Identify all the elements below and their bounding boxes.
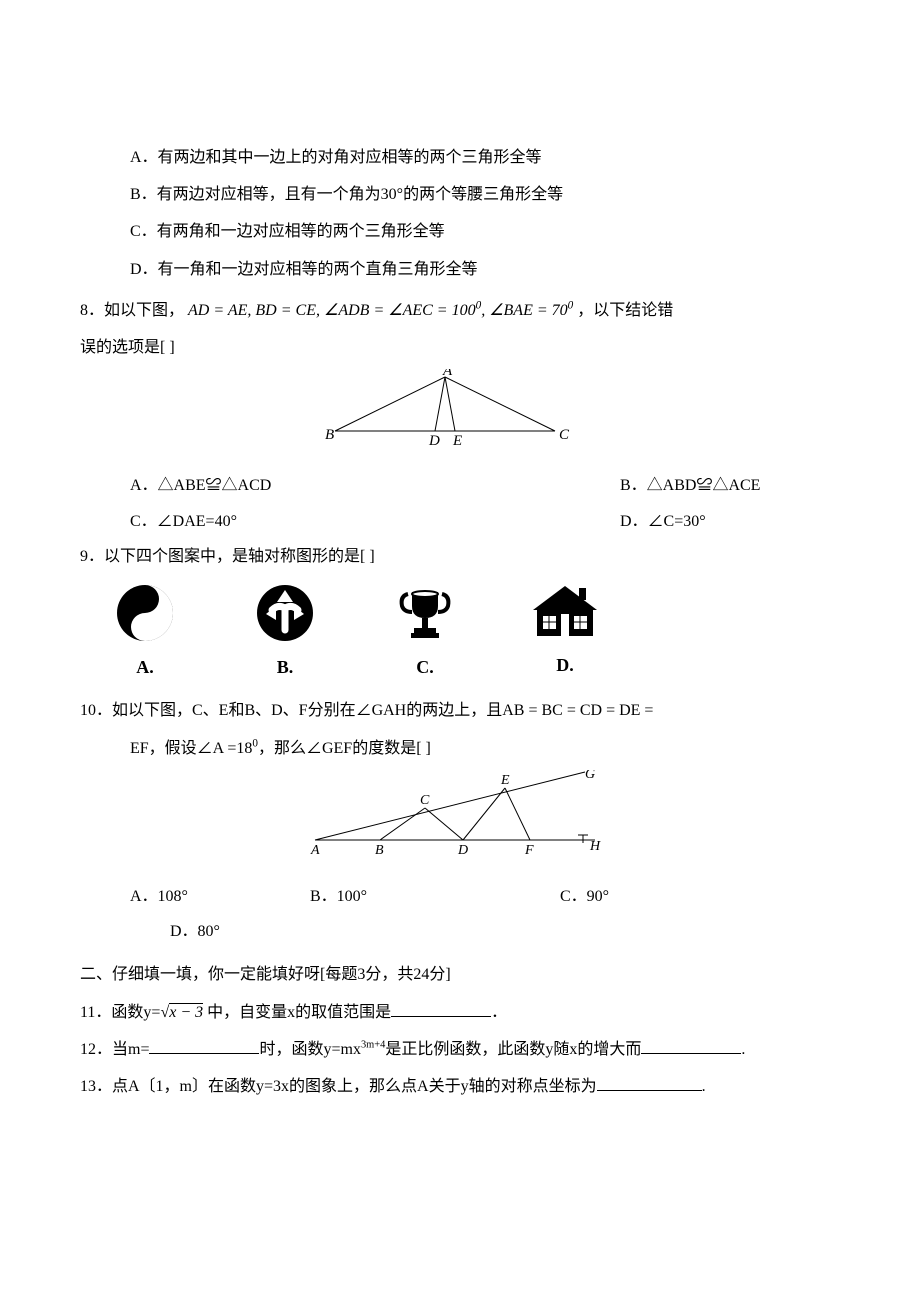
q8-cond: AD = AE, BD = CE, ∠ADB = ∠AEC = 1000, ∠B… — [188, 302, 577, 319]
t: ∠ — [388, 302, 402, 319]
t: , — [481, 302, 489, 319]
q8: 8．如以下图， AD = AE, BD = CE, ∠ADB = ∠AEC = … — [80, 293, 840, 539]
q9-stem: 9．以下四个图案中，是轴对称图形的是[ ] — [80, 539, 840, 574]
t: , — [316, 302, 324, 319]
t: = — [369, 302, 388, 319]
t: ∠ — [324, 302, 338, 319]
q8-figure: A B C D E — [80, 369, 840, 464]
lblB: B — [325, 427, 334, 443]
yinyang-icon — [114, 582, 176, 644]
q10: 10．如以下图，C、E和B、D、F分别在∠GAH的两边上，且AB = BC = … — [80, 693, 840, 949]
q8-optC: C．∠DAE=40° — [130, 504, 620, 539]
lH: H — [589, 839, 601, 854]
q10-figure: A B C D E F G H — [80, 770, 840, 875]
t: = — [433, 302, 452, 319]
lG: G — [585, 770, 595, 782]
arrows-icon — [254, 582, 316, 644]
q8-pre: 8．如以下图， — [80, 302, 184, 319]
lC: C — [420, 793, 430, 808]
q11-post: 中，自变量x的取值范围是 — [203, 1004, 391, 1021]
lA: A — [310, 843, 320, 858]
q12-blank1 — [149, 1038, 259, 1054]
q13-blank — [597, 1075, 702, 1091]
q10-optC: C．90° — [560, 879, 840, 914]
q9-options: A. B. C. — [80, 582, 840, 688]
q9-B: B. — [240, 582, 330, 688]
q8-stem-line1: 8．如以下图， AD = AE, BD = CE, ∠ADB = ∠AEC = … — [80, 293, 840, 328]
q8-optB: B．△ABD≌△ACE — [620, 468, 840, 503]
deg: 0 — [568, 299, 574, 311]
q10-stem-line1: 10．如以下图，C、E和B、D、F分别在∠GAH的两边上，且AB = BC = … — [80, 693, 840, 728]
q8-stem-line2: 误的选项是[ ] — [80, 330, 840, 365]
q9-C: C. — [380, 582, 470, 688]
q9-C-label: C. — [380, 648, 470, 688]
lF: F — [524, 843, 534, 858]
lE: E — [500, 773, 510, 788]
q11-pre: 11．函数y= — [80, 1004, 160, 1021]
q9-D: D. — [520, 582, 610, 688]
q11-blank — [391, 1001, 491, 1017]
q11: 11．函数y=√x − 3 中，自变量x的取值范围是 ． — [80, 995, 840, 1030]
t: ，那么∠GEF的度数是[ ] — [258, 740, 431, 757]
q8-post: ，以下结论错 — [577, 302, 673, 319]
q12-exp: 3m+4 — [361, 1039, 385, 1050]
q13: 13．点A〔1，m〕在函数y=3x的图象上，那么点A关于y轴的对称点坐标为. — [80, 1069, 840, 1104]
t: = — [209, 302, 228, 319]
q12-b: 时，函数y=mx — [259, 1041, 360, 1058]
t: AEC — [403, 302, 433, 319]
q9-B-label: B. — [240, 648, 330, 688]
q7-optB: B．有两边对应相等，且有一个角为30°的两个等腰三角形全等 — [80, 177, 840, 212]
lD: D — [457, 843, 468, 858]
q9-A: A. — [100, 582, 190, 688]
q11-tail: ． — [491, 1004, 507, 1021]
t: EF，假设∠A =18 — [130, 740, 252, 757]
q10-optD: D．80° — [80, 914, 840, 949]
q10-optA: A．108° — [130, 879, 310, 914]
lblA: A — [442, 369, 453, 379]
t: ADB — [338, 302, 369, 319]
t: BAE — [504, 302, 533, 319]
house-icon — [529, 582, 601, 642]
trophy-icon — [394, 582, 456, 644]
q8-optD: D．∠C=30° — [620, 504, 840, 539]
q13-a: 13．点A〔1，m〕在函数y=3x的图象上，那么点A关于y轴的对称点坐标为 — [80, 1078, 597, 1095]
lblC: C — [559, 427, 570, 443]
lB: B — [375, 843, 384, 858]
t: = — [533, 302, 552, 319]
q11-radicand: x − 3 — [169, 1003, 203, 1021]
sqrt-icon: √ — [160, 1004, 169, 1021]
q9-D-label: D. — [520, 646, 610, 686]
q10-stem-line2: EF，假设∠A =180，那么∠GEF的度数是[ ] — [80, 731, 840, 766]
t: AE — [228, 302, 248, 319]
q7-optC: C．有两角和一边对应相等的两个三角形全等 — [80, 214, 840, 249]
section2-heading: 二、仔细填一填，你一定能填好呀[每题3分，共24分] — [80, 957, 840, 992]
t: ∠ — [489, 302, 503, 319]
t: 100 — [452, 302, 476, 319]
t: 70 — [552, 302, 568, 319]
q12-c: 是正比例函数，此函数y随x的增大而 — [385, 1041, 641, 1058]
q7-optD: D．有一角和一边对应相等的两个直角三角形全等 — [80, 252, 840, 287]
t: CE — [296, 302, 316, 319]
lblD: D — [428, 433, 440, 449]
t: = — [277, 302, 296, 319]
q13-b: . — [702, 1078, 706, 1095]
lblE: E — [452, 433, 462, 449]
q12-a: 12．当m= — [80, 1041, 149, 1058]
q10-optB: B．100° — [310, 879, 560, 914]
t: BD — [255, 302, 276, 319]
q12-d: . — [741, 1041, 745, 1058]
q12-blank2 — [641, 1038, 741, 1054]
q8-optA: A．△ABE≌△ACD — [130, 468, 620, 503]
q12: 12．当m= 时，函数y=mx3m+4是正比例函数，此函数y随x的增大而. — [80, 1032, 840, 1067]
q9-A-label: A. — [100, 648, 190, 688]
q7-optA: A．有两边和其中一边上的对角对应相等的两个三角形全等 — [80, 140, 840, 175]
t: AD — [188, 302, 209, 319]
